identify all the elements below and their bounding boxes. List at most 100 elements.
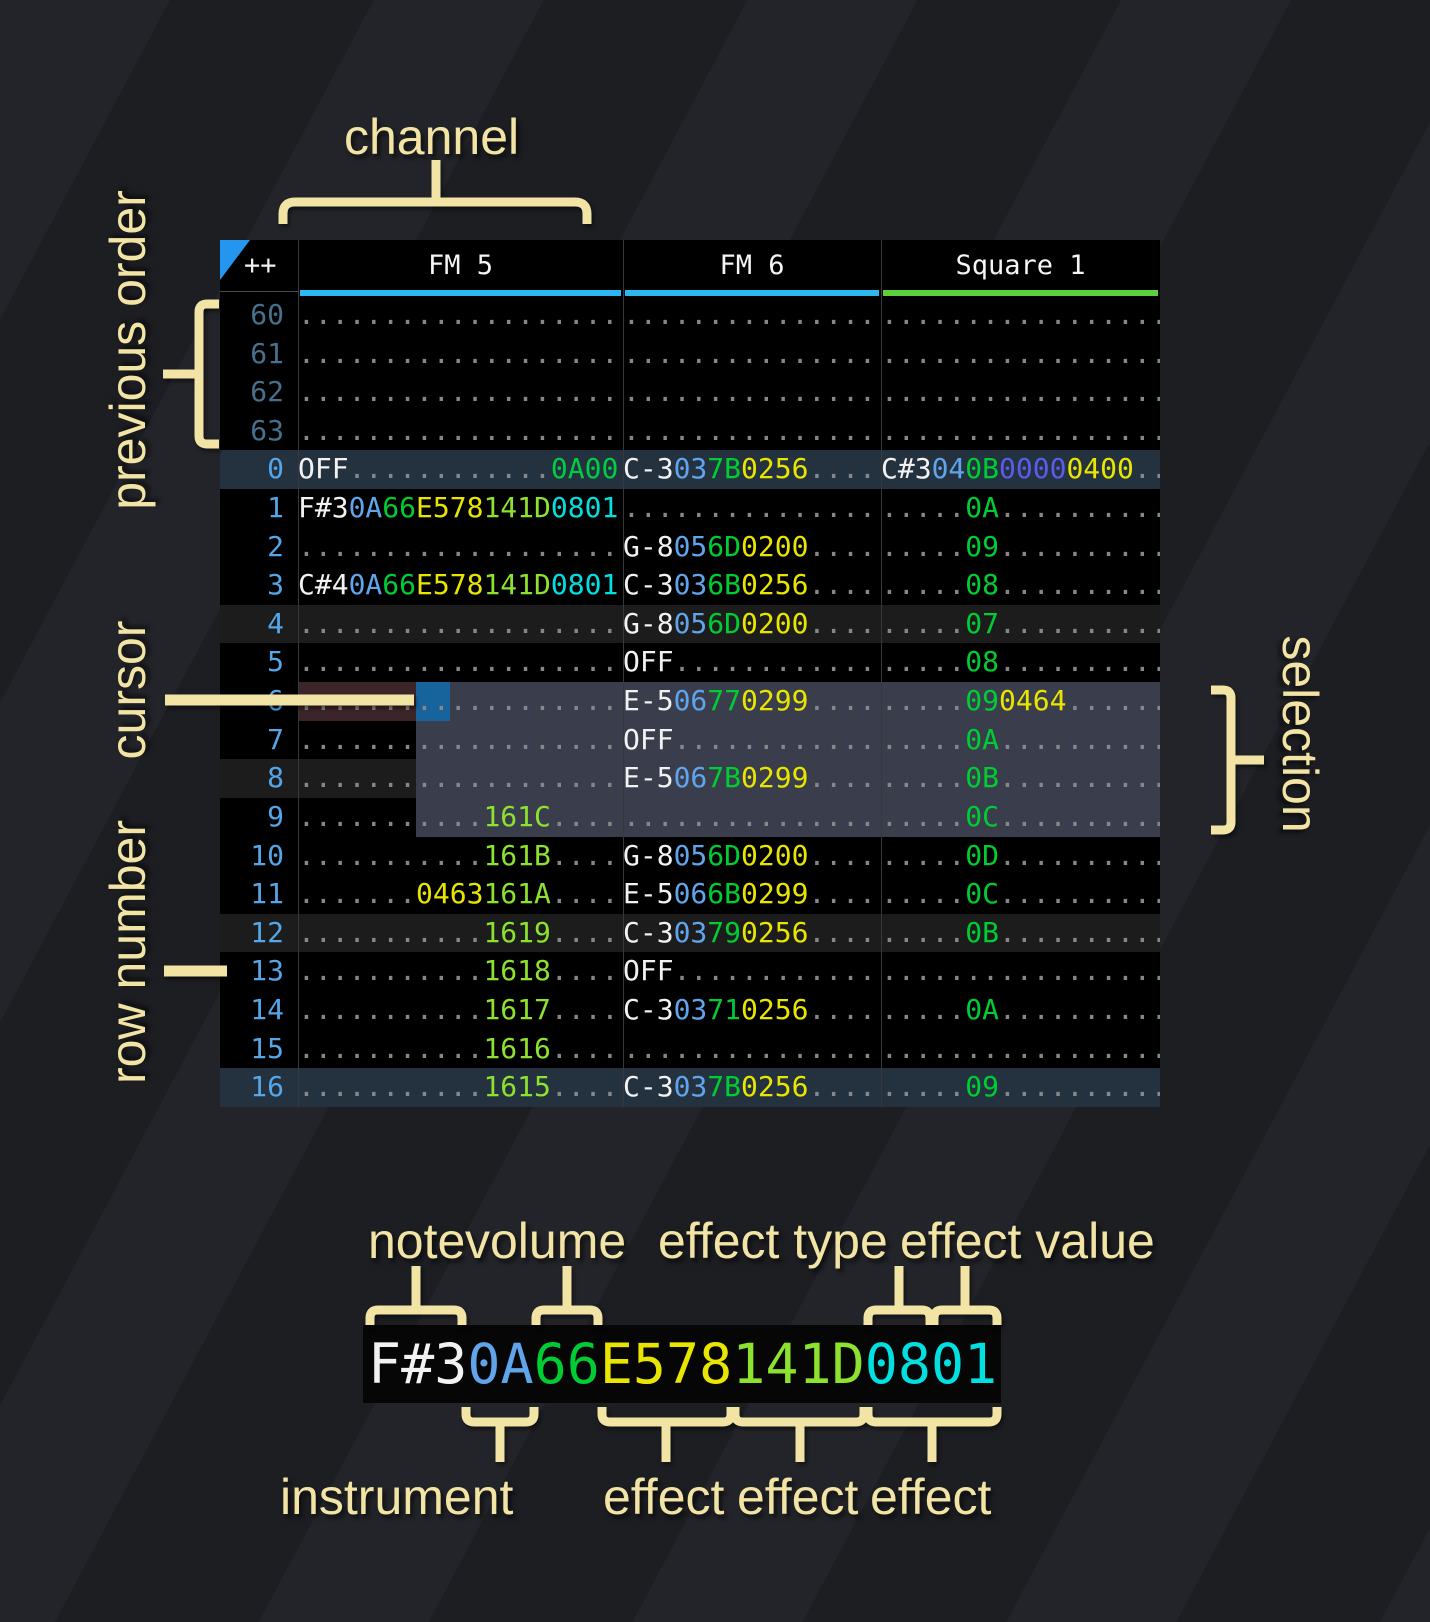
pattern-cell[interactable]: E-5066B0299.... xyxy=(623,875,881,914)
pattern-cell[interactable]: ................... xyxy=(298,682,623,721)
pattern-cell[interactable]: ................... xyxy=(298,721,623,760)
pattern-cell[interactable]: ................. xyxy=(881,296,1160,335)
row-number[interactable]: 16 xyxy=(250,1070,284,1104)
channel-name[interactable]: FM 6 xyxy=(719,250,785,281)
pattern-cell[interactable]: .....0A.......... xyxy=(881,489,1160,528)
pattern-cell[interactable]: .....0A.......... xyxy=(881,721,1160,760)
pattern-cell[interactable]: ................. xyxy=(881,373,1160,412)
pattern-cell[interactable]: ...........1619.... xyxy=(298,914,623,953)
pattern-cell[interactable]: G-8056D0200.... xyxy=(623,605,881,644)
pattern-cell[interactable]: .....08.......... xyxy=(881,566,1160,605)
pattern-row[interactable]: 2................... G-8056D0200.........… xyxy=(220,528,1160,567)
pattern-row[interactable]: 10 ...........161B.... G-8056D0200........… xyxy=(220,837,1160,876)
pattern-cell[interactable]: ............... xyxy=(623,373,881,412)
pattern-cell[interactable]: ................... xyxy=(298,643,623,682)
pattern-row[interactable]: 16 ...........1615.... C-3037B0256........… xyxy=(220,1068,1160,1107)
pattern-row[interactable]: 9 ...........161C........................… xyxy=(220,798,1160,837)
pattern-cell[interactable]: .......0463161A.... xyxy=(298,875,623,914)
pattern-cell[interactable]: .....0C.......... xyxy=(881,798,1160,837)
row-number[interactable]: 10 xyxy=(250,838,284,872)
pattern-cell[interactable]: .....0B.......... xyxy=(881,759,1160,798)
pattern-row[interactable]: 0 OFF............0A00 C-3037B0256.... C#304… xyxy=(220,450,1160,490)
pattern-cell[interactable]: ............... xyxy=(623,798,881,837)
pattern-cell[interactable]: C#40A66E578141D0801 xyxy=(298,566,623,605)
pattern-cell[interactable]: ................. xyxy=(881,952,1160,991)
pattern-row[interactable]: 5................... OFF.................… xyxy=(220,643,1160,682)
pattern-cell[interactable]: ................... xyxy=(298,335,623,374)
pattern-cell[interactable]: C-303710256.... xyxy=(623,991,881,1030)
pattern-cell[interactable]: .....0A.......... xyxy=(881,991,1160,1030)
pattern-row[interactable]: 15 ...........1616.......................… xyxy=(220,1030,1160,1069)
row-number[interactable]: 9 xyxy=(267,799,284,833)
row-number[interactable]: 8 xyxy=(267,761,284,795)
pattern-row[interactable]: 6................... E-506770299.........… xyxy=(220,682,1160,721)
pattern-cell[interactable]: C-303790256.... xyxy=(623,914,881,953)
row-number[interactable]: 4 xyxy=(267,606,284,640)
pattern-cell[interactable]: .....0C.......... xyxy=(881,875,1160,914)
pattern-cell[interactable]: C-3036B0256.... xyxy=(623,566,881,605)
row-number[interactable]: 3 xyxy=(267,568,284,602)
pattern-row[interactable]: 60......................................… xyxy=(220,296,1160,335)
pattern-cell[interactable]: ............... xyxy=(623,335,881,374)
pattern-cell[interactable]: ...........1618.... xyxy=(298,952,623,991)
pattern-cell[interactable]: ...........161C.... xyxy=(298,798,623,837)
pattern-cell[interactable]: G-8056D0200.... xyxy=(623,528,881,567)
row-number[interactable]: 13 xyxy=(250,954,284,988)
pattern-cell[interactable]: C-3037B0256.... xyxy=(623,450,881,489)
pattern-row[interactable]: 63......................................… xyxy=(220,412,1160,451)
pattern-cell[interactable]: .....08.......... xyxy=(881,643,1160,682)
pattern-cursor[interactable] xyxy=(416,682,450,721)
pattern-cell[interactable]: C-3037B0256.... xyxy=(623,1068,881,1107)
pattern-row[interactable]: 62......................................… xyxy=(220,373,1160,412)
pattern-cell[interactable]: F#30A66E578141D0801 xyxy=(298,489,623,528)
pattern-cell[interactable]: .....09.......... xyxy=(881,528,1160,567)
row-number[interactable]: 1 xyxy=(267,491,284,525)
pattern-cell[interactable]: ................... xyxy=(298,605,623,644)
channel-header[interactable]: FM 6 xyxy=(623,240,881,296)
pattern-cell[interactable]: ................. xyxy=(881,412,1160,451)
pattern-cell[interactable]: ................... xyxy=(298,759,623,798)
pattern-cell[interactable]: ...........161B.... xyxy=(298,837,623,876)
channel-name[interactable]: FM 5 xyxy=(427,250,494,281)
pattern-cell[interactable]: ................. xyxy=(881,335,1160,374)
pattern-row[interactable]: 14 ...........1617.... C-303710256........… xyxy=(220,991,1160,1030)
channel-header[interactable]: Square 1 xyxy=(881,240,1160,296)
pattern-row[interactable]: 11 .......0463161A.... E-5066B0299........… xyxy=(220,875,1160,914)
pattern-cell[interactable]: ................... xyxy=(298,412,623,451)
pattern-cell[interactable]: ............... xyxy=(623,1030,881,1069)
pattern-cell[interactable]: E-5067B0299.... xyxy=(623,759,881,798)
row-number[interactable]: 0 xyxy=(267,452,284,486)
row-number[interactable]: 12 xyxy=(250,915,284,949)
pattern-cell[interactable]: ................... xyxy=(298,528,623,567)
row-number[interactable]: 14 xyxy=(250,992,284,1026)
pattern-cell[interactable]: ................... xyxy=(298,373,623,412)
pattern-cell[interactable]: .....07.......... xyxy=(881,605,1160,644)
pattern-cell[interactable]: E-506770299.... xyxy=(623,682,881,721)
pattern-cell[interactable]: C#3040B00000400.. xyxy=(881,450,1160,489)
pattern-cell[interactable]: ...........1617.... xyxy=(298,991,623,1030)
pattern-row[interactable]: 4................... G-8056D0200.........… xyxy=(220,604,1160,644)
row-number[interactable]: 11 xyxy=(250,877,284,911)
pattern-cell[interactable]: ................. xyxy=(881,1030,1160,1069)
row-number[interactable]: 15 xyxy=(250,1031,284,1065)
pattern-cell[interactable]: ............... xyxy=(623,412,881,451)
row-number[interactable]: 60 xyxy=(250,298,284,331)
pattern-cell[interactable]: G-8056D0200.... xyxy=(623,837,881,876)
pattern-row[interactable]: 8................... E-5067B0299.........… xyxy=(220,759,1160,798)
pattern-row[interactable]: 12 ...........1619.... C-303790256........… xyxy=(220,913,1160,953)
pattern-cell[interactable]: OFF............ xyxy=(623,643,881,682)
row-number[interactable]: 62 xyxy=(250,375,284,409)
pattern-cell[interactable]: .....09.......... xyxy=(881,1068,1160,1107)
pattern-row[interactable]: 61......................................… xyxy=(220,335,1160,374)
pattern-row[interactable]: 7................... OFF.................… xyxy=(220,721,1160,760)
order-corner-cell[interactable]: ++ xyxy=(220,240,298,296)
pattern-cell[interactable]: ............... xyxy=(623,296,881,335)
pattern-cell[interactable]: ................... xyxy=(298,296,623,335)
pattern-cell[interactable]: .....090464...... xyxy=(881,682,1160,721)
channel-header[interactable]: FM 5 xyxy=(298,240,623,296)
pattern-row[interactable]: 1 F#30A66E578141D0801....................… xyxy=(220,489,1160,528)
pattern-row[interactable]: 13 ...........1618.... OFF................… xyxy=(220,952,1160,991)
pattern-cell[interactable]: OFF............ xyxy=(623,721,881,760)
row-number[interactable]: 2 xyxy=(267,529,284,563)
pattern-cell[interactable]: ...........1615.... xyxy=(298,1068,623,1107)
